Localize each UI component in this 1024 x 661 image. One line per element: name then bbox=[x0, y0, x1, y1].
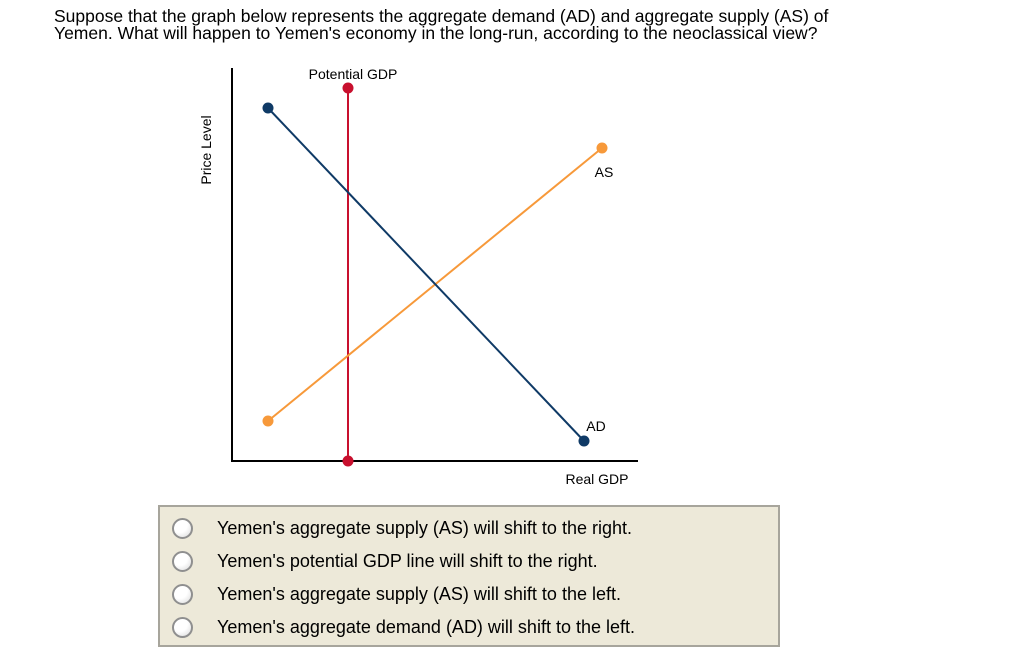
choice-label-3[interactable]: Yemen's aggregate supply (AS) will shift… bbox=[217, 584, 621, 604]
question-text: Suppose that the graph below represents … bbox=[54, 6, 954, 43]
y-axis-label: Price Level bbox=[198, 115, 214, 184]
potential-gdp-label: Potential GDP bbox=[309, 66, 398, 82]
choice-option-2[interactable]: Yemen's potential GDP line will shift to… bbox=[160, 550, 778, 576]
choice-option-1[interactable]: Yemen's aggregate supply (AS) will shift… bbox=[160, 517, 778, 543]
question-line-2: Yemen. What will happen to Yemen's econo… bbox=[54, 23, 818, 43]
question-line-1: Suppose that the graph below represents … bbox=[54, 6, 829, 26]
radio-button-2[interactable] bbox=[172, 551, 193, 572]
potential-gdp-bottom-handle[interactable] bbox=[342, 455, 354, 467]
radio-button-1[interactable] bbox=[172, 518, 193, 539]
radio-button-3[interactable] bbox=[172, 584, 193, 605]
ad-label: AD bbox=[586, 418, 605, 434]
x-axis-label: Real GDP bbox=[565, 471, 628, 487]
as-start-handle[interactable] bbox=[262, 415, 274, 427]
choice-option-4[interactable]: Yemen's aggregate demand (AD) will shift… bbox=[160, 616, 778, 642]
radio-button-4[interactable] bbox=[172, 617, 193, 638]
answer-choices: Yemen's aggregate supply (AS) will shift… bbox=[158, 505, 780, 647]
choice-label-1[interactable]: Yemen's aggregate supply (AS) will shift… bbox=[217, 518, 632, 538]
ad-end-handle[interactable] bbox=[578, 435, 590, 447]
as-end-handle[interactable] bbox=[596, 142, 608, 154]
as-label: AS bbox=[595, 164, 614, 180]
ad-start-handle[interactable] bbox=[262, 102, 274, 114]
choice-label-4[interactable]: Yemen's aggregate demand (AD) will shift… bbox=[217, 617, 635, 637]
choice-label-2[interactable]: Yemen's potential GDP line will shift to… bbox=[217, 551, 598, 571]
ad-curve[interactable] bbox=[267, 107, 585, 442]
potential-gdp-top-handle[interactable] bbox=[342, 82, 354, 94]
choice-option-3[interactable]: Yemen's aggregate supply (AS) will shift… bbox=[160, 583, 778, 609]
